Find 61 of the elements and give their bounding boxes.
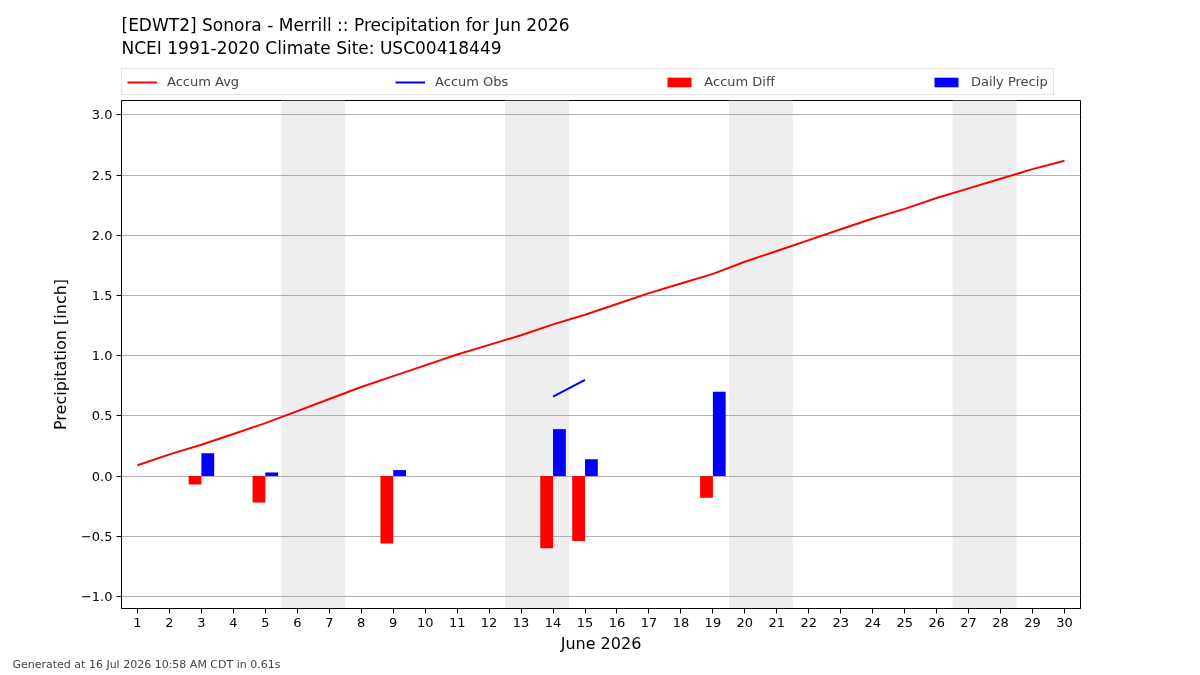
legend-label: Daily Precip: [970, 74, 1048, 89]
x-tick-label: 13: [512, 614, 530, 630]
line-series: [136, 159, 1066, 467]
x-tick-label: 17: [640, 614, 658, 630]
x-tick-label: 8: [357, 614, 366, 630]
text: Generated at 16 Jul 2026 10:58 AM CDT in 0.61s: [12, 657, 281, 671]
x-tick-label: 5: [261, 614, 270, 630]
x-tick-label: 7: [325, 614, 334, 630]
chart-subtitle: NCEI 1991-2020 Climate Site: USC00418449: [121, 37, 502, 58]
x-tick-label: 11: [448, 614, 466, 630]
legend-label: Accum Avg: [167, 74, 240, 89]
x-tick-label: 23: [832, 614, 850, 630]
y-axis-title: Precipitation [inch]: [50, 278, 70, 431]
y-tick-label: 0.0: [91, 468, 113, 484]
bar: [380, 476, 394, 544]
x-tick-label: 6: [293, 614, 302, 630]
bar: [572, 476, 586, 542]
x-axis-title: June 2026: [559, 633, 642, 653]
y-tick-label: 1.0: [91, 348, 113, 364]
y-tick-label: −0.5: [80, 528, 113, 544]
legend-label: Accum Diff: [704, 74, 775, 89]
y-tick-label: 2.0: [91, 227, 113, 243]
bar: [188, 476, 202, 485]
x-tick-label: 22: [800, 614, 818, 630]
x-tick-label: 3: [197, 614, 206, 630]
bar: [393, 470, 406, 477]
x-tick-label: 1: [133, 614, 142, 630]
x-tick-label: 18: [672, 614, 690, 630]
bar: [553, 429, 566, 477]
bar: [265, 472, 279, 477]
bar: [201, 453, 215, 477]
x-tick-label: 24: [864, 614, 881, 630]
x-tick-label: 30: [1056, 614, 1073, 630]
y-tick-label: 2.5: [91, 167, 113, 183]
bar: [585, 459, 598, 477]
x-tick-label: 19: [704, 614, 722, 630]
x-tick-label: 25: [896, 614, 913, 630]
x-tick-label: 2: [165, 614, 174, 630]
x-tick-label: 21: [768, 614, 786, 630]
bar: [700, 476, 713, 498]
y-tick-label: −1.0: [80, 588, 113, 604]
x-tick-label: 9: [389, 614, 398, 630]
x-tick-label: 29: [1024, 614, 1041, 630]
x-tick-label: 14: [544, 614, 562, 630]
x-tick-label: 4: [229, 614, 238, 630]
x-tick-label: 12: [480, 614, 498, 630]
bar: [252, 476, 266, 503]
bar: [712, 391, 726, 477]
x-tick-label: 26: [928, 614, 945, 630]
x-tick-label: 20: [736, 614, 754, 630]
x-tick-label: 28: [992, 614, 1009, 630]
y-tick-label: 3.0: [91, 107, 113, 123]
chart-title: [EDWT2] Sonora - Merrill :: Precipitation for Jun 2026: [121, 14, 570, 35]
legend-label: Accum Obs: [435, 74, 509, 89]
bar: [540, 476, 554, 549]
x-tick-label: 10: [416, 614, 434, 630]
x-tick-label: 27: [960, 614, 977, 630]
y-tick-label: 1.5: [91, 288, 113, 304]
x-tick-label: 16: [608, 614, 626, 630]
y-tick-label: 0.5: [91, 408, 113, 424]
x-tick-label: 15: [576, 614, 594, 630]
